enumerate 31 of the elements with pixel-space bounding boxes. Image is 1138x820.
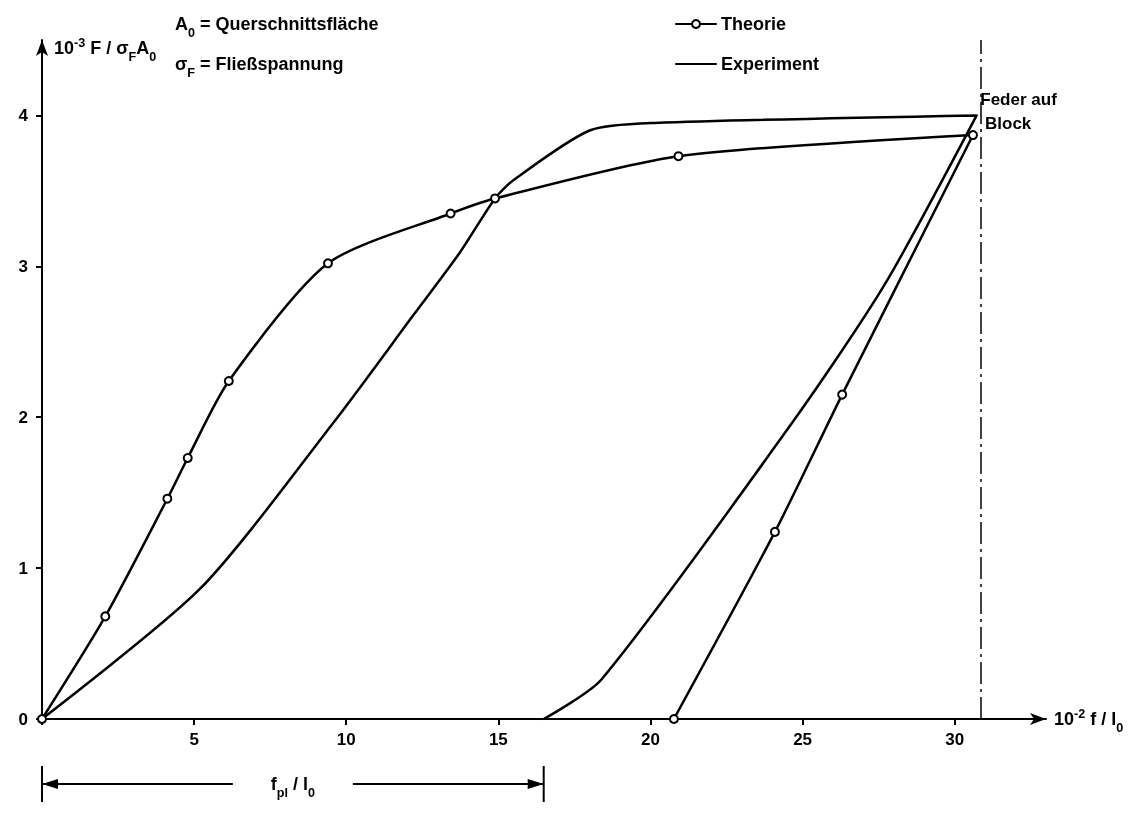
point — [323, 258, 333, 269]
text: f$_{pl}$ / l$_{0}$ — [270, 774, 315, 800]
point — [769, 526, 780, 537]
y-tick-label: 1 — [18, 558, 28, 578]
point — [668, 714, 679, 724]
y-tick-label: 0 — [18, 709, 28, 729]
point — [837, 389, 848, 400]
x-tick-label: 30 — [945, 730, 965, 749]
point — [967, 130, 978, 141]
point — [162, 493, 173, 504]
y-tick-label: 2 — [18, 407, 28, 427]
x-tick-label: 25 — [793, 730, 813, 749]
annotation: σ$_{F}$ = Fließspannung — [175, 54, 344, 80]
y-tick-label: 3 — [18, 256, 28, 276]
point — [490, 193, 501, 204]
point — [100, 611, 111, 622]
x-axis-title: 10$^{-2}$ f / l$_{0}$ — [1054, 707, 1124, 735]
point — [673, 151, 684, 162]
point — [223, 376, 234, 387]
x-tick-label: 20 — [641, 730, 660, 749]
point — [182, 452, 193, 463]
x-tick-label: 15 — [488, 730, 508, 749]
point — [445, 208, 456, 219]
x-tick-label: 10 — [336, 730, 356, 749]
x-tick-label: 5 — [189, 730, 199, 749]
text: A$_{0}$ = Querschnittsfläche — [175, 14, 379, 40]
legend-label: Theorie — [721, 14, 787, 34]
ref-line-label: Feder auf Block — [980, 89, 1058, 133]
y-tick-label: 4 — [18, 105, 29, 125]
y-axis-title: 10$^{-3}$ F / σ$_{F}$A$_{0}$ — [54, 36, 157, 64]
legend-label: Experiment — [721, 54, 820, 74]
